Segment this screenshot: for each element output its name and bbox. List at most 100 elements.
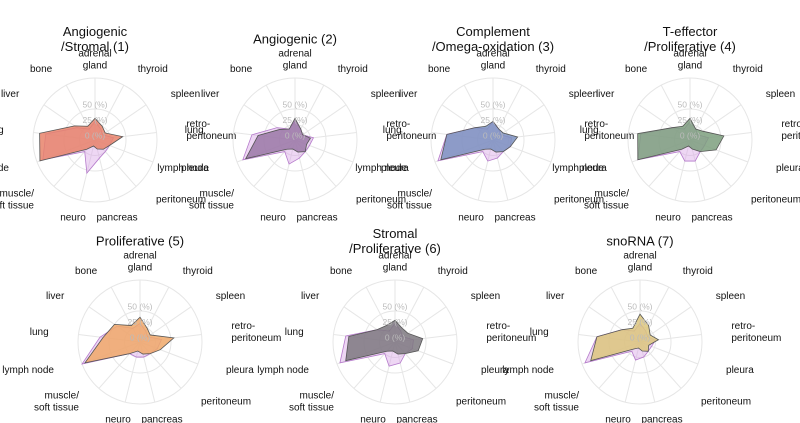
axis-label: pleura xyxy=(226,365,254,376)
r-tick-label: 0 (%) xyxy=(385,332,405,342)
axis-label: adrenal gland xyxy=(476,49,509,72)
r-tick-label: 50 (%) xyxy=(82,99,107,109)
spoke xyxy=(94,139,111,201)
axis-label: pancreas xyxy=(396,414,437,423)
axis-label: retro-peritoneum xyxy=(186,119,236,142)
axis-label: peritoneum xyxy=(356,195,406,206)
axis-label: pancreas xyxy=(494,212,535,223)
r-tick-label: 25 (%) xyxy=(480,115,505,125)
axis-label: spleen xyxy=(371,89,400,100)
spoke xyxy=(477,139,494,201)
axis-label: peritoneum xyxy=(701,397,751,408)
axis-label: pleura xyxy=(776,163,800,174)
spoke xyxy=(279,139,296,201)
axis-label: thyroid xyxy=(338,64,368,75)
axis-label: neuro xyxy=(260,212,286,223)
axis-label: pleura xyxy=(381,163,409,174)
axis-label: peritoneum xyxy=(751,195,800,206)
axis-label: adrenal gland xyxy=(623,251,656,274)
axis-label: lung xyxy=(580,125,599,136)
axis-label: lymph node xyxy=(0,163,9,174)
axis-label: bone xyxy=(428,64,451,75)
axis-label: thyroid xyxy=(536,64,566,75)
axis-label: bone xyxy=(330,266,353,277)
axis-label: peritoneum xyxy=(554,195,604,206)
axis-label: pancreas xyxy=(296,212,337,223)
series-area xyxy=(244,117,311,160)
axis-label: muscle/soft tissue xyxy=(189,189,234,212)
chart-title: Angiogenic/Stromal (1) xyxy=(61,24,129,54)
series-area xyxy=(637,117,725,161)
axis-label: thyroid xyxy=(683,266,713,277)
r-tick-label: 0 (%) xyxy=(130,332,150,342)
axis-label: lung xyxy=(285,327,304,338)
axis-label: thyroid xyxy=(183,266,213,277)
r-tick-label: 0 (%) xyxy=(630,332,650,342)
axis-label: muscle/soft tissue xyxy=(34,391,79,414)
axis-label: liver xyxy=(201,89,220,100)
series-area xyxy=(590,313,660,362)
axis-label: pleura xyxy=(481,365,509,376)
axis-label: retro-peritoneum xyxy=(386,119,436,142)
axis-label: neuro xyxy=(105,414,131,423)
axis-label: peritoneum xyxy=(201,397,251,408)
axis-label: muscle/soft tissue xyxy=(0,189,34,212)
axis-label: lung xyxy=(30,327,49,338)
r-tick-label: 50 (%) xyxy=(127,301,152,311)
series-area xyxy=(39,117,124,162)
chart-title: Complement/Omega-oxidation (3) xyxy=(432,24,554,54)
axis-label: neuro xyxy=(655,212,681,223)
r-tick-label: 0 (%) xyxy=(285,130,305,140)
r-tick-label: 0 (%) xyxy=(680,130,700,140)
axis-label: spleen xyxy=(716,291,745,302)
axis-label: lymph node xyxy=(502,365,554,376)
axis-label: retro-peritoneum xyxy=(781,119,800,142)
axis-label: muscle/soft tissue xyxy=(289,391,334,414)
axis-label: liver xyxy=(301,291,320,302)
axis-label: liver xyxy=(546,291,565,302)
axis-label: liver xyxy=(1,89,20,100)
axis-label: spleen xyxy=(171,89,200,100)
axis-label: bone xyxy=(75,266,98,277)
axis-label: neuro xyxy=(60,212,86,223)
r-tick-label: 50 (%) xyxy=(677,99,702,109)
series-area xyxy=(345,319,424,362)
axis-label: lung xyxy=(0,125,4,136)
axis-label: spleen xyxy=(216,291,245,302)
r-tick-label: 25 (%) xyxy=(82,115,107,125)
spoke xyxy=(639,341,699,365)
spoke xyxy=(674,139,691,201)
r-tick-label: 50 (%) xyxy=(627,301,652,311)
axis-label: pancreas xyxy=(141,414,182,423)
axis-label: retro-peritoneum xyxy=(584,119,634,142)
spoke xyxy=(79,139,96,201)
axis-label: lymph node xyxy=(552,163,604,174)
axis-label: thyroid xyxy=(138,64,168,75)
chart-title: Stromal/Proliferative (6) xyxy=(349,226,441,256)
axis-label: spleen xyxy=(766,89,795,100)
chart-title: T-effector/Proliferative (4) xyxy=(644,24,736,54)
axis-label: lymph node xyxy=(355,163,407,174)
axis-label: retro-peritoneum xyxy=(731,321,781,344)
axis-label: neuro xyxy=(605,414,631,423)
axis-label: bone xyxy=(30,64,53,75)
r-tick-label: 0 (%) xyxy=(85,130,105,140)
spoke xyxy=(639,341,656,403)
spoke xyxy=(624,341,641,403)
axis-label: muscle/soft tissue xyxy=(534,391,579,414)
r-tick-label: 50 (%) xyxy=(480,99,505,109)
spoke xyxy=(689,139,706,201)
axis-label: retro-peritoneum xyxy=(231,321,281,344)
axis-label: lung xyxy=(530,327,549,338)
axis-label: pleura xyxy=(181,163,209,174)
spoke xyxy=(124,341,141,403)
axis-label: muscle/soft tissue xyxy=(387,189,432,212)
axis-label: pleura xyxy=(726,365,754,376)
axis-label: spleen xyxy=(569,89,598,100)
r-tick-label: 25 (%) xyxy=(627,317,652,327)
axis-label: liver xyxy=(596,89,615,100)
axis-label: adrenal gland xyxy=(278,49,311,72)
spoke xyxy=(598,341,641,389)
axis-label: muscle/soft tissue xyxy=(584,189,629,212)
